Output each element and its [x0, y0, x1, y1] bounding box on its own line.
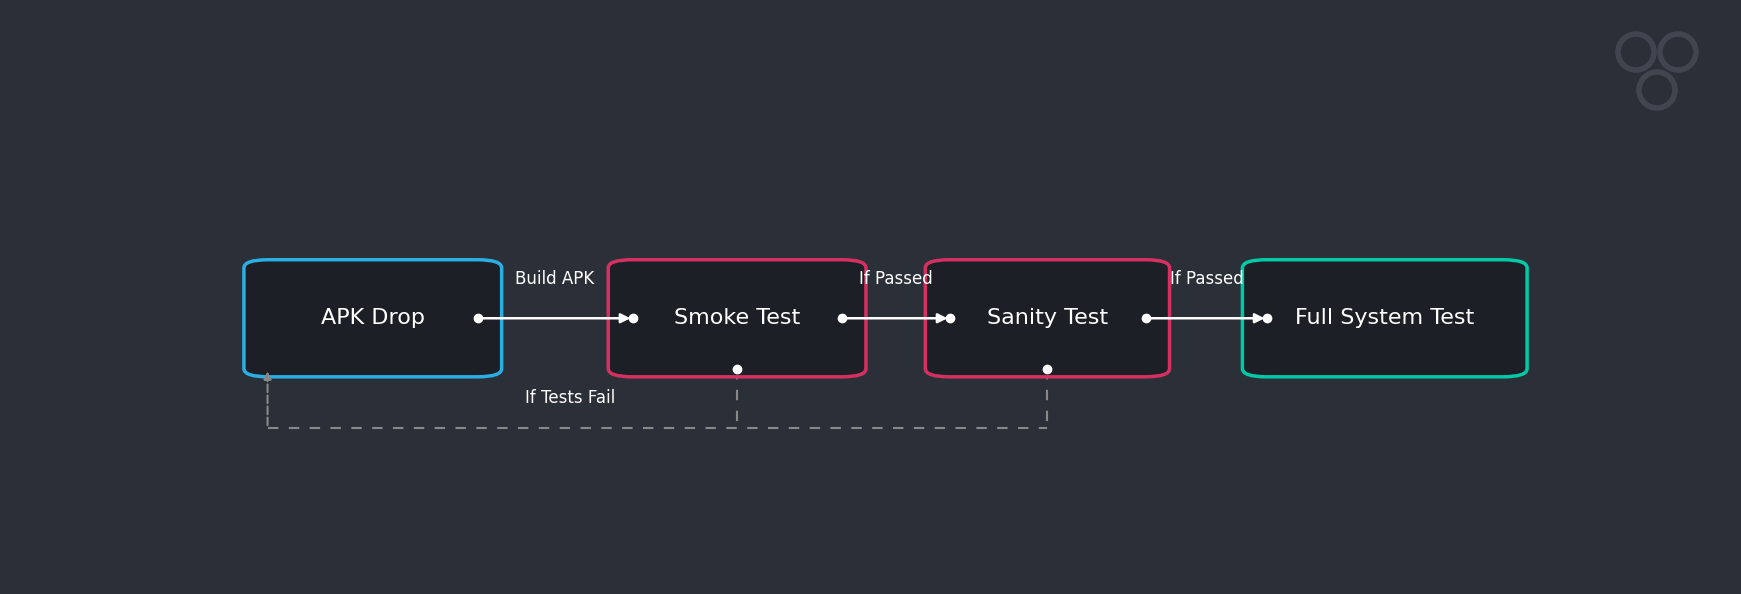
Text: Full System Test: Full System Test [1295, 308, 1475, 328]
Text: APK Drop: APK Drop [320, 308, 425, 328]
Text: Build APK: Build APK [515, 270, 595, 289]
FancyBboxPatch shape [1243, 260, 1527, 377]
FancyBboxPatch shape [924, 260, 1170, 377]
Text: If Passed: If Passed [1170, 270, 1243, 289]
Text: If Tests Fail: If Tests Fail [526, 389, 616, 407]
Text: If Passed: If Passed [860, 270, 933, 289]
FancyBboxPatch shape [608, 260, 865, 377]
FancyBboxPatch shape [244, 260, 501, 377]
Text: Sanity Test: Sanity Test [987, 308, 1107, 328]
Text: Smoke Test: Smoke Test [674, 308, 801, 328]
